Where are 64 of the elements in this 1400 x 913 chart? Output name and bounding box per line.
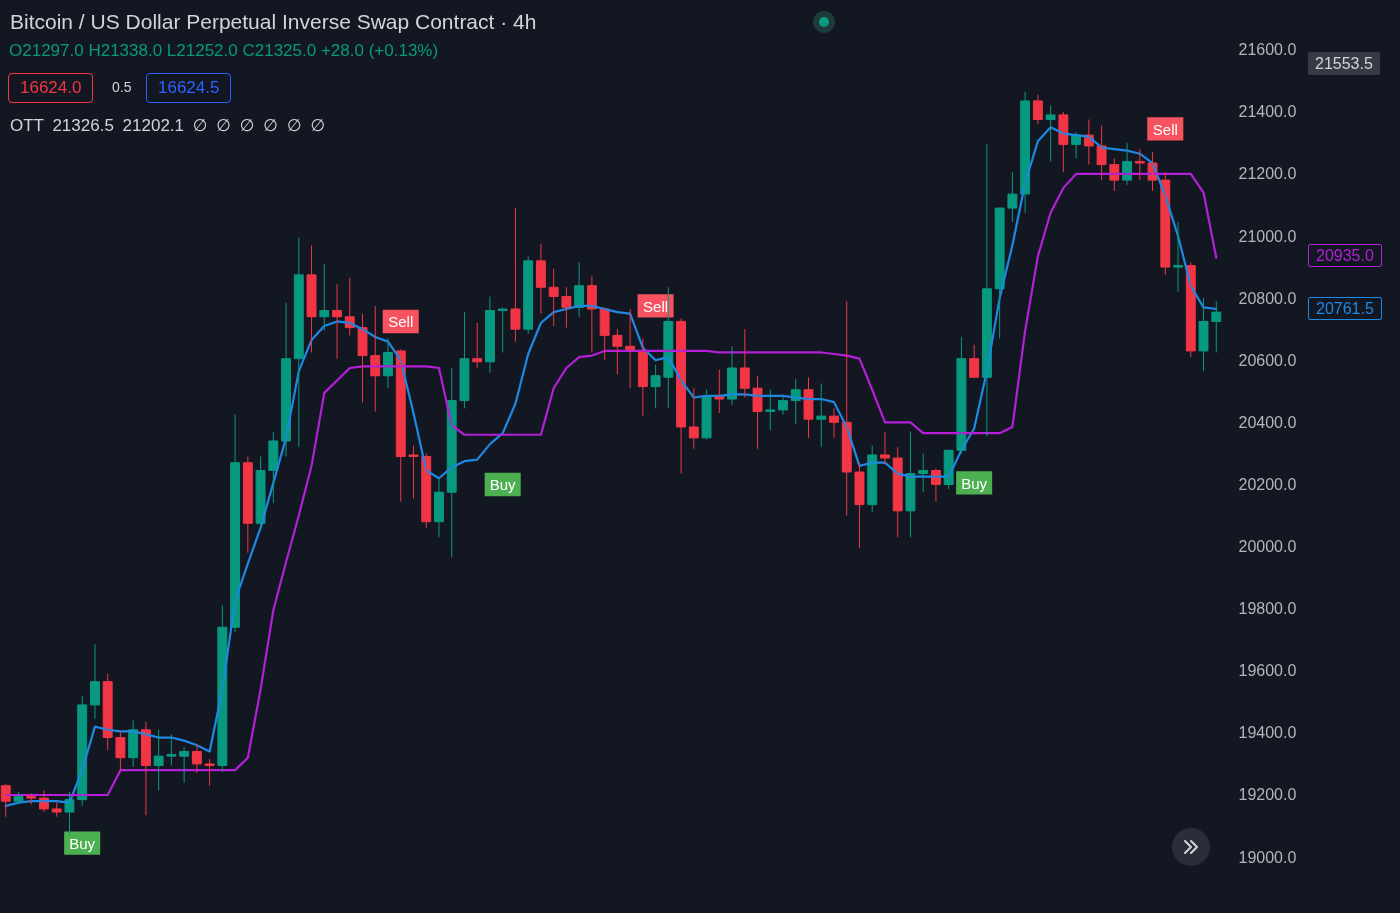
candlestick (854, 462, 865, 549)
y-tick-label: 20000.0 (1238, 538, 1297, 556)
y-tick-label: 19200.0 (1238, 786, 1297, 804)
candlestick (523, 255, 534, 335)
candlestick (357, 313, 368, 403)
candlestick (408, 445, 419, 499)
annotation: 0.5 (112, 79, 132, 96)
y-tick-label: 21400.0 (1238, 103, 1297, 121)
y-tick-label: 21200.0 (1238, 165, 1297, 183)
candlestick (905, 431, 916, 538)
y-tick-label: 21000.0 (1238, 227, 1297, 245)
candlestick (472, 322, 483, 369)
text: 20935.0 (1308, 244, 1382, 268)
candlestick (1134, 148, 1145, 181)
candlestick (166, 733, 177, 766)
candlestick (880, 431, 890, 465)
y-tick-label: 19800.0 (1238, 600, 1297, 618)
y-tick-label: 19400.0 (1238, 724, 1297, 742)
candlestick (26, 792, 37, 805)
candlestick (561, 286, 572, 329)
candlestick (13, 791, 24, 805)
candlestick (612, 328, 623, 375)
candlestick (204, 758, 215, 787)
candlestick (293, 237, 304, 448)
annotation: O21297.0 H21338.0 L21252.0 C21325.0 +28.0 (+0.13%) (9, 41, 439, 62)
annotation: OTT 21326.5 21202.1 ∅ ∅ ∅ ∅ ∅ ∅ (10, 116, 326, 137)
candlestick (1045, 105, 1056, 162)
y-tick-label: 19000.0 (1238, 848, 1297, 866)
candlestick (1007, 171, 1018, 223)
y-tick-label: 19600.0 (1238, 662, 1297, 680)
text: 21553.5 (1308, 52, 1380, 76)
candlestick (688, 387, 699, 450)
y-tick-label: 20200.0 (1238, 475, 1297, 493)
text: Bitcoin / US Dollar Perpetual Inverse Swap Contract · 4h (10, 9, 537, 35)
candlestick (752, 375, 763, 450)
candlestick (803, 376, 814, 439)
y-tick-label: 20600.0 (1238, 351, 1297, 369)
candlestick (918, 452, 929, 493)
candlestick (829, 407, 839, 439)
candlestick (956, 336, 967, 454)
candlestick (1198, 297, 1209, 372)
annotation: 16624.0 (8, 73, 94, 104)
candlestick (816, 383, 827, 448)
annotation: 16624.5 (146, 73, 232, 104)
candlestick (51, 802, 62, 818)
candlestick (739, 328, 750, 398)
y-tick-label: 20400.0 (1238, 413, 1297, 431)
candlestick (242, 456, 253, 554)
candlestick (765, 389, 776, 431)
candlestick (497, 306, 508, 353)
candlestick (459, 311, 470, 409)
candlestick (1173, 221, 1183, 293)
candlestick (510, 207, 521, 343)
text: 20761.5 (1308, 297, 1382, 321)
y-tick-label: 20800.0 (1238, 289, 1297, 307)
y-tick-label: 21600.0 (1238, 41, 1297, 59)
candlestick (701, 389, 712, 440)
candlestick (650, 364, 661, 409)
candlestick (115, 730, 126, 771)
candlestick (306, 244, 317, 353)
candlestick (969, 344, 980, 378)
candlestick (1096, 125, 1107, 181)
candlestick (1211, 300, 1222, 353)
candlestick (255, 456, 266, 530)
